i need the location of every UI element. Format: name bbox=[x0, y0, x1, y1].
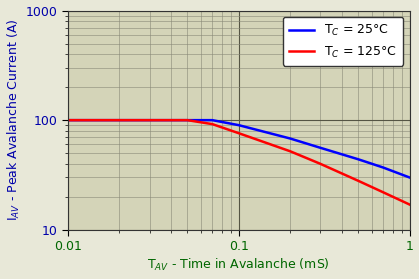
Line: T$_C$ = 25°C: T$_C$ = 25°C bbox=[68, 120, 409, 177]
T$_C$ = 25°C bbox=[66, 119, 71, 122]
T$_C$ = 125°C bbox=[407, 203, 412, 206]
T$_C$ = 125°C bbox=[185, 119, 190, 122]
T$_C$ = 125°C bbox=[210, 122, 215, 126]
T$_C$ = 125°C bbox=[318, 162, 323, 165]
T$_C$ = 25°C bbox=[380, 166, 385, 169]
Legend: T$_C$ = 25°C, T$_C$ = 125°C: T$_C$ = 25°C, T$_C$ = 125°C bbox=[283, 17, 403, 66]
T$_C$ = 125°C bbox=[236, 131, 241, 135]
T$_C$ = 125°C bbox=[288, 150, 293, 153]
T$_C$ = 25°C bbox=[356, 158, 361, 161]
X-axis label: T$_{AV}$ - Time in Avalanche (mS): T$_{AV}$ - Time in Avalanche (mS) bbox=[147, 257, 330, 273]
Line: T$_C$ = 125°C: T$_C$ = 125°C bbox=[68, 120, 409, 205]
T$_C$ = 25°C bbox=[236, 124, 241, 127]
T$_C$ = 125°C bbox=[356, 179, 361, 182]
T$_C$ = 25°C bbox=[210, 119, 215, 122]
T$_C$ = 25°C bbox=[318, 146, 323, 150]
T$_C$ = 125°C bbox=[66, 119, 71, 122]
T$_C$ = 25°C bbox=[407, 176, 412, 179]
T$_C$ = 125°C bbox=[380, 191, 385, 194]
Y-axis label: I$_{AV}$ - Peak Avalanche Current (A): I$_{AV}$ - Peak Avalanche Current (A) bbox=[5, 19, 22, 222]
T$_C$ = 25°C bbox=[288, 137, 293, 140]
